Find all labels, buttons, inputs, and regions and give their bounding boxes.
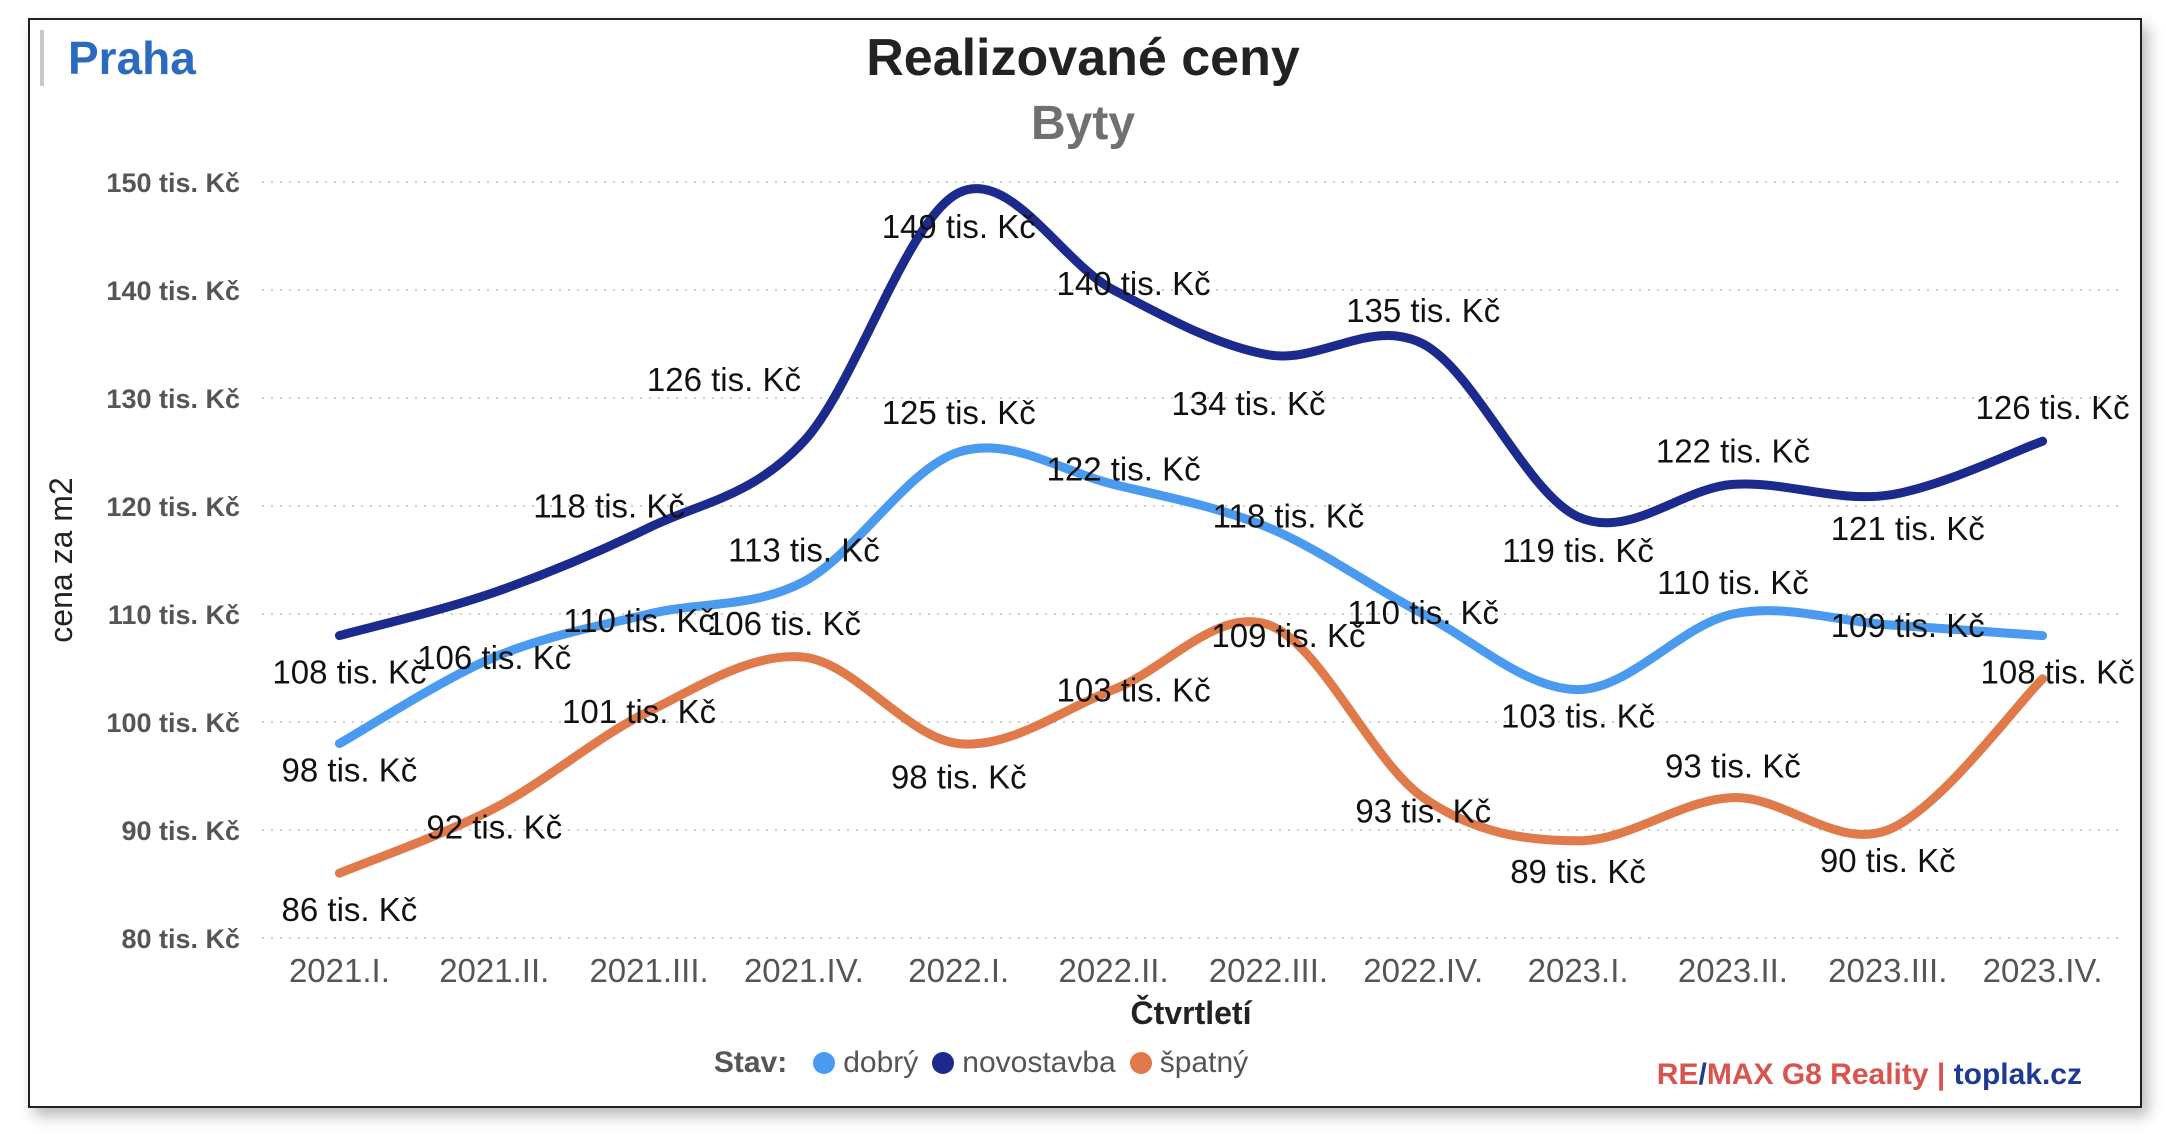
x-tick-label: 2022.II. (1059, 952, 1169, 989)
data-label-novostavba: 108 tis. Kč (272, 654, 426, 691)
region-label: Praha (40, 30, 196, 86)
x-tick-label: 2021.IV. (744, 952, 864, 989)
legend: Stav: dobrý novostavba špatný (0, 1046, 2166, 1080)
brand-site-link[interactable]: toplak.cz (1953, 1058, 2082, 1091)
y-tick-label: 100 tis. Kč (106, 708, 240, 738)
y-tick-label: 130 tis. Kč (106, 384, 240, 414)
data-label-dobry: 110 tis. Kč (1347, 594, 1499, 631)
x-tick-label: 2022.III. (1209, 952, 1328, 989)
legend-item-novostavba[interactable]: novostavba (932, 1046, 1116, 1080)
data-label-spatny: 98 tis. Kč (891, 759, 1027, 796)
data-label-spatny: 86 tis. Kč (282, 891, 418, 928)
brand-remax-rest: MAX G8 Reality (1706, 1058, 1929, 1091)
brand-remax: RE (1656, 1058, 1699, 1091)
y-tick-label: 120 tis. Kč (106, 492, 240, 522)
legend-label-spatny: špatný (1159, 1046, 1249, 1079)
x-tick-label: 2021.I. (289, 952, 390, 989)
chart-subtitle: Byty (1030, 97, 1136, 150)
y-tick-label: 80 tis. Kč (121, 924, 240, 954)
legend-item-spatny[interactable]: špatný (1129, 1046, 1249, 1080)
brand-footer: RE/MAX G8 Reality | toplak.cz (1657, 1058, 2082, 1092)
x-tick-label: 2023.III. (1828, 952, 1947, 989)
series-line-spatny (334, 617, 2048, 878)
legend-dot-dobry (813, 1052, 836, 1074)
x-tick-label: 2023.I. (1528, 952, 1629, 989)
data-label-dobry: 106 tis. Kč (417, 639, 571, 676)
legend-label-novostavba: novostavba (962, 1046, 1116, 1079)
series-line-dobry (334, 443, 2048, 749)
chart-title: Realizované ceny (866, 29, 1300, 87)
data-label-dobry: 110 tis. Kč (1657, 564, 1809, 601)
data-label-spatny: 103 tis. Kč (1057, 672, 1211, 709)
data-label-dobry: 109 tis. Kč (1831, 607, 1985, 644)
x-tick-label: 2023.IV. (1983, 952, 2103, 989)
data-label-spatny: 106 tis. Kč (707, 605, 861, 642)
data-label-novostavba: 126 tis. Kč (1976, 389, 2130, 426)
data-label-novostavba: 122 tis. Kč (1656, 432, 1810, 469)
chart-card (28, 18, 2142, 1108)
x-tick-label: 2023.II. (1678, 952, 1788, 989)
brand-separator: | (1928, 1058, 1954, 1091)
y-tick-label: 90 tis. Kč (121, 816, 240, 846)
x-tick-label: 2021.II. (439, 952, 549, 989)
data-label-novostavba: 126 tis. Kč (647, 361, 801, 398)
data-label-dobry: 122 tis. Kč (1047, 450, 1201, 487)
data-label-spatny: 90 tis. Kč (1820, 842, 1956, 879)
x-tick-label: 2022.I. (908, 952, 1009, 989)
legend-dot-spatny (1129, 1052, 1152, 1074)
y-tick-label: 140 tis. Kč (106, 276, 240, 306)
legend-title: Stav: (713, 1046, 788, 1079)
data-label-dobry: 110 tis. Kč (563, 602, 715, 639)
legend-item-dobry[interactable]: dobrý (813, 1046, 918, 1080)
data-label-novostavba: 134 tis. Kč (1171, 385, 1325, 422)
x-tick-label: 2021.III. (589, 952, 708, 989)
data-label-spatny: 93 tis. Kč (1665, 748, 1801, 785)
data-label-dobry: 98 tis. Kč (282, 752, 418, 789)
data-label-dobry: 118 tis. Kč (1213, 498, 1365, 535)
data-label-novostavba: 140 tis. Kč (1057, 265, 1211, 302)
data-label-spatny: 92 tis. Kč (426, 808, 562, 845)
series-line-novostavba (334, 184, 2048, 641)
data-label-dobry: 108 tis. Kč (1981, 654, 2135, 691)
y-tick-label: 110 tis. Kč (108, 600, 240, 630)
data-label-dobry: 103 tis. Kč (1501, 698, 1655, 735)
y-axis-title: cena za m2 (43, 477, 79, 642)
data-label-spatny: 89 tis. Kč (1510, 853, 1646, 890)
data-label-novostavba: 135 tis. Kč (1346, 292, 1500, 329)
x-axis-title: Čtvrtletí (1131, 995, 1253, 1031)
data-label-dobry: 113 tis. Kč (728, 532, 880, 569)
brand-slash: / (1698, 1058, 1707, 1091)
legend-dot-novostavba (932, 1052, 955, 1074)
x-tick-label: 2022.IV. (1363, 952, 1483, 989)
data-label-spatny: 101 tis. Kč (562, 693, 716, 730)
data-label-novostavba: 119 tis. Kč (1502, 532, 1654, 569)
data-label-spatny: 109 tis. Kč (1211, 617, 1365, 654)
data-label-novostavba: 149 tis. Kč (882, 208, 1036, 245)
y-tick-label: 150 tis. Kč (106, 168, 240, 198)
data-label-novostavba: 118 tis. Kč (533, 488, 685, 525)
data-label-spatny: 93 tis. Kč (1355, 793, 1491, 830)
legend-label-dobry: dobrý (843, 1046, 919, 1079)
data-label-novostavba: 121 tis. Kč (1831, 510, 1985, 547)
data-label-dobry: 125 tis. Kč (882, 394, 1036, 431)
